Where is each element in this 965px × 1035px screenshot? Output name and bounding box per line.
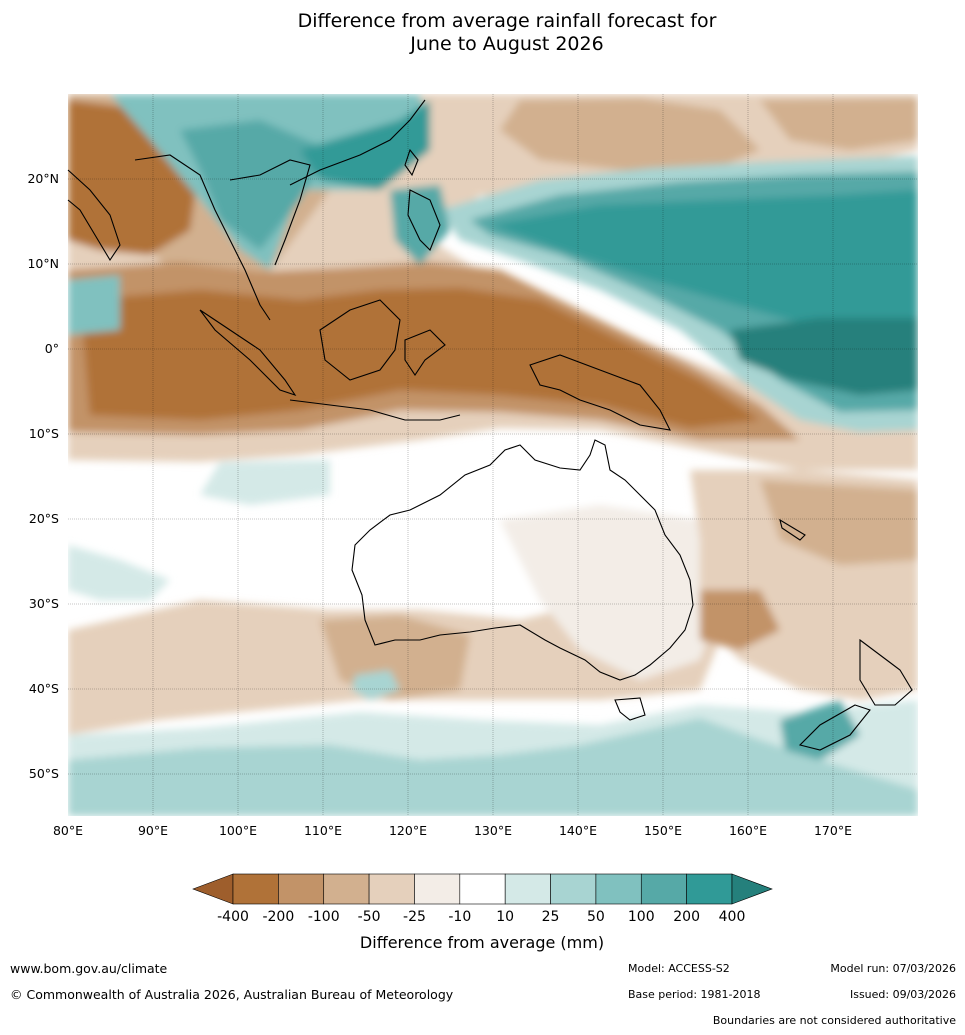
wet-zone-bight-eddy xyxy=(352,670,400,700)
sulawesi-coastline xyxy=(404,329,446,376)
dry-zone-north-pacific xyxy=(500,98,760,175)
chart-title: Difference from average rainfall forecas… xyxy=(0,10,965,56)
wet-zone-west-equatorial xyxy=(68,275,120,335)
colorbar-bin xyxy=(640,873,687,905)
new-zealand-south-island xyxy=(798,704,871,751)
colorbar-bin xyxy=(550,873,597,905)
lon-label: 100°E xyxy=(219,823,257,838)
lat-label: 10°N xyxy=(27,256,59,271)
footer-model-run: Model run: 07/03/2026 xyxy=(830,962,956,975)
new-caledonia-coastline xyxy=(779,518,806,541)
wet-zone-northwest-shelf xyxy=(200,460,330,505)
china-coastline xyxy=(289,99,426,186)
lon-label: 150°E xyxy=(644,823,682,838)
lon-label: 120°E xyxy=(389,823,427,838)
colorbar-tick-label: 100 xyxy=(628,909,655,925)
footer-issued: Issued: 09/03/2026 xyxy=(849,988,956,1001)
footer-model: Model: ACCESS-S2 xyxy=(628,962,730,975)
dry-zone-coral-sea xyxy=(760,480,918,565)
wet-zone-philippines xyxy=(390,185,450,265)
colorbar-tick-label: -50 xyxy=(358,909,381,925)
colorbar-tick-label: 10 xyxy=(496,909,514,925)
footer-url[interactable]: www.bom.gov.au/climate xyxy=(10,961,168,976)
lat-label: 30°S xyxy=(29,596,59,611)
dry-zone-east-coast xyxy=(700,590,780,650)
map-area xyxy=(68,94,918,816)
new-zealand-north-island xyxy=(859,638,913,706)
colorbar-tick-label: 50 xyxy=(587,909,605,925)
indochina-west-coastline xyxy=(134,154,271,321)
colorbar-bin xyxy=(504,873,551,905)
colorbar-extend-high xyxy=(731,873,773,905)
colorbar-tick-label: 200 xyxy=(673,909,700,925)
colorbar-bin xyxy=(595,873,642,905)
australia-coastline xyxy=(351,439,694,681)
new-guinea-coastline xyxy=(529,354,671,431)
colorbar-labels: -400 -200 -100 -50 -25 -10 10 25 50 100 200 400 xyxy=(217,909,745,925)
lon-label: 80°E xyxy=(53,823,83,838)
lat-label: 40°S xyxy=(29,681,59,696)
wet-zone-pacific-max xyxy=(730,318,918,395)
colorbar-bins xyxy=(232,873,733,905)
lon-label: 170°E xyxy=(814,823,852,838)
indochina-east-coastline xyxy=(229,159,311,266)
footer-copyright: © Commonwealth of Australia 2026, Austra… xyxy=(10,987,454,1002)
colorbar-extend-low xyxy=(192,873,234,905)
lat-label: 10°S xyxy=(29,426,59,441)
lat-label: 20°S xyxy=(29,511,59,526)
colorbar-bin xyxy=(414,873,461,905)
colorbar-bin xyxy=(459,873,506,905)
sumatra-coastline xyxy=(199,309,297,397)
wet-zone-taiwan-strait xyxy=(300,100,430,190)
lon-label: 160°E xyxy=(729,823,767,838)
colorbar-title: Difference from average (mm) xyxy=(360,933,604,952)
lat-label: 20°N xyxy=(27,171,59,186)
lon-label: 110°E xyxy=(304,823,342,838)
title-line-1: Difference from average rainfall forecas… xyxy=(297,10,717,32)
latitude-labels: 20°N 10°N 0° 10°S 20°S 30°S 40°S 50°S xyxy=(27,171,59,781)
tasmania-coastline xyxy=(614,697,646,721)
colorbar-bin xyxy=(686,873,733,905)
wet-zone-west-indian xyxy=(68,545,170,600)
borneo-coastline xyxy=(319,299,401,381)
java-coastline xyxy=(289,399,461,421)
lat-label: 0° xyxy=(45,341,59,356)
colorbar-tick-label: 400 xyxy=(719,909,746,925)
wet-zone-southern-ocean-core xyxy=(68,718,918,816)
colorbar-tick-label: -100 xyxy=(308,909,340,925)
colorbar-tick-label: -10 xyxy=(448,909,471,925)
colorbar-bin xyxy=(278,873,325,905)
india-coastline xyxy=(67,169,121,262)
lon-label: 90°E xyxy=(138,823,168,838)
coastlines xyxy=(67,99,913,751)
colorbar-tick-label: -200 xyxy=(262,909,294,925)
colorbar: -400 -200 -100 -50 -25 -10 10 25 50 100 200 400 Dif… xyxy=(192,873,773,952)
lon-label: 130°E xyxy=(474,823,512,838)
lon-label: 140°E xyxy=(559,823,597,838)
colorbar-bin xyxy=(232,873,279,905)
dry-zone-northeast xyxy=(760,98,918,150)
dry-zone-equatorial xyxy=(80,288,760,428)
colorbar-tick-label: -400 xyxy=(217,909,249,925)
colorbar-tick-label: 25 xyxy=(542,909,560,925)
title-line-2: June to August 2026 xyxy=(410,33,604,55)
near-average-eastern-australia xyxy=(500,505,720,680)
colorbar-bin xyxy=(368,873,415,905)
taiwan-coastline xyxy=(404,148,419,177)
footer-base-period: Base period: 1981-2018 xyxy=(628,988,761,1001)
longitude-labels: 80°E 90°E 100°E 110°E 120°E 130°E 140°E … xyxy=(53,823,852,838)
footer-disclaimer: Boundaries are not considered authoritat… xyxy=(712,1014,956,1027)
graticule xyxy=(68,94,918,816)
lat-label: 50°S xyxy=(29,766,59,781)
wet-zone-pacific-strong xyxy=(490,190,918,330)
colorbar-tick-label: -25 xyxy=(403,909,426,925)
philippines-coastline xyxy=(407,189,441,251)
colorbar-bin xyxy=(323,873,370,905)
wet-zone-indochina xyxy=(180,120,330,250)
